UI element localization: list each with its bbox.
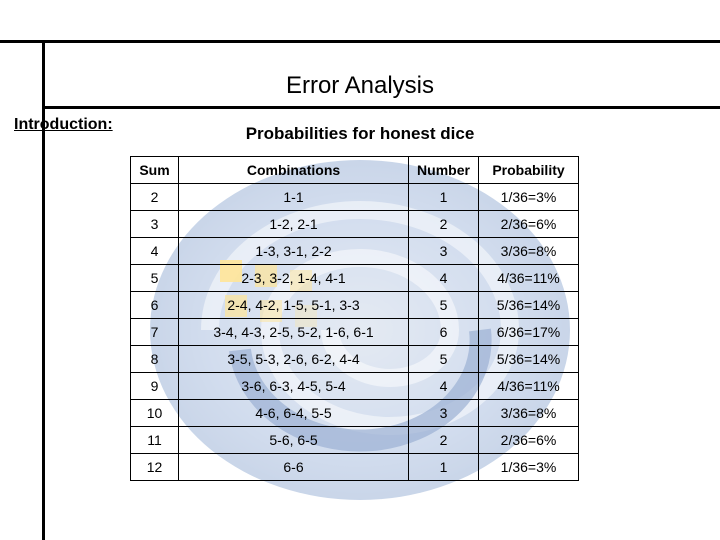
table-cell: 4: [131, 238, 179, 265]
table-row: 126-611/36=3%: [131, 454, 579, 481]
table-cell: 10: [131, 400, 179, 427]
table-cell: 2-4, 4-2, 1-5, 5-1, 3-3: [179, 292, 409, 319]
table-cell: 1: [409, 454, 479, 481]
table-cell: 5: [409, 346, 479, 373]
col-header-probability: Probability: [479, 157, 579, 184]
table-cell: 6: [409, 319, 479, 346]
table-cell: 7: [131, 319, 179, 346]
table-cell: 3: [409, 238, 479, 265]
table-cell: 4-6, 6-4, 5-5: [179, 400, 409, 427]
table-cell: 3: [409, 400, 479, 427]
table-cell: 2/36=6%: [479, 427, 579, 454]
page-title: Error Analysis: [0, 72, 720, 100]
table-row: 21-111/36=3%: [131, 184, 579, 211]
rule-under-title: [42, 106, 720, 109]
table-cell: 3: [131, 211, 179, 238]
table-cell: 1-2, 2-1: [179, 211, 409, 238]
rule-top: [0, 40, 720, 43]
table-row: 62-4, 4-2, 1-5, 5-1, 3-355/36=14%: [131, 292, 579, 319]
table-cell: 2: [131, 184, 179, 211]
table-row: 31-2, 2-122/36=6%: [131, 211, 579, 238]
table-row: 73-4, 4-3, 2-5, 5-2, 1-6, 6-166/36=17%: [131, 319, 579, 346]
table-cell: 12: [131, 454, 179, 481]
table-cell: 4: [409, 265, 479, 292]
rule-vertical: [42, 40, 45, 540]
table-cell: 5/36=14%: [479, 292, 579, 319]
dice-probability-table: Sum Combinations Number Probability 21-1…: [130, 156, 579, 481]
table-cell: 5: [409, 292, 479, 319]
table-row: 93-6, 6-3, 4-5, 5-444/36=11%: [131, 373, 579, 400]
table-cell: 2: [409, 211, 479, 238]
table-cell: 1/36=3%: [479, 184, 579, 211]
table-row: 115-6, 6-522/36=6%: [131, 427, 579, 454]
table-cell: 4: [409, 373, 479, 400]
table-cell: 6-6: [179, 454, 409, 481]
table-row: 104-6, 6-4, 5-533/36=8%: [131, 400, 579, 427]
table-cell: 2-3, 3-2, 1-4, 4-1: [179, 265, 409, 292]
table-cell: 4/36=11%: [479, 265, 579, 292]
table-cell: 3-5, 5-3, 2-6, 6-2, 4-4: [179, 346, 409, 373]
table-row: 52-3, 3-2, 1-4, 4-144/36=11%: [131, 265, 579, 292]
col-header-combinations: Combinations: [179, 157, 409, 184]
table-cell: 6/36=17%: [479, 319, 579, 346]
col-header-sum: Sum: [131, 157, 179, 184]
table-title: Probabilities for honest dice: [0, 124, 720, 144]
table-cell: 11: [131, 427, 179, 454]
table-cell: 3-4, 4-3, 2-5, 5-2, 1-6, 6-1: [179, 319, 409, 346]
table-cell: 1: [409, 184, 479, 211]
table-cell: 8: [131, 346, 179, 373]
table-cell: 3/36=8%: [479, 238, 579, 265]
table-cell: 1-1: [179, 184, 409, 211]
table-cell: 5-6, 6-5: [179, 427, 409, 454]
table-cell: 4/36=11%: [479, 373, 579, 400]
table-cell: 1/36=3%: [479, 454, 579, 481]
table-cell: 2/36=6%: [479, 211, 579, 238]
table-cell: 5: [131, 265, 179, 292]
table-cell: 3-6, 6-3, 4-5, 5-4: [179, 373, 409, 400]
table-cell: 2: [409, 427, 479, 454]
table-header-row: Sum Combinations Number Probability: [131, 157, 579, 184]
table-cell: 1-3, 3-1, 2-2: [179, 238, 409, 265]
table-cell: 3/36=8%: [479, 400, 579, 427]
col-header-number: Number: [409, 157, 479, 184]
table-cell: 6: [131, 292, 179, 319]
table-cell: 5/36=14%: [479, 346, 579, 373]
table-row: 83-5, 5-3, 2-6, 6-2, 4-455/36=14%: [131, 346, 579, 373]
table-row: 41-3, 3-1, 2-233/36=8%: [131, 238, 579, 265]
table-cell: 9: [131, 373, 179, 400]
